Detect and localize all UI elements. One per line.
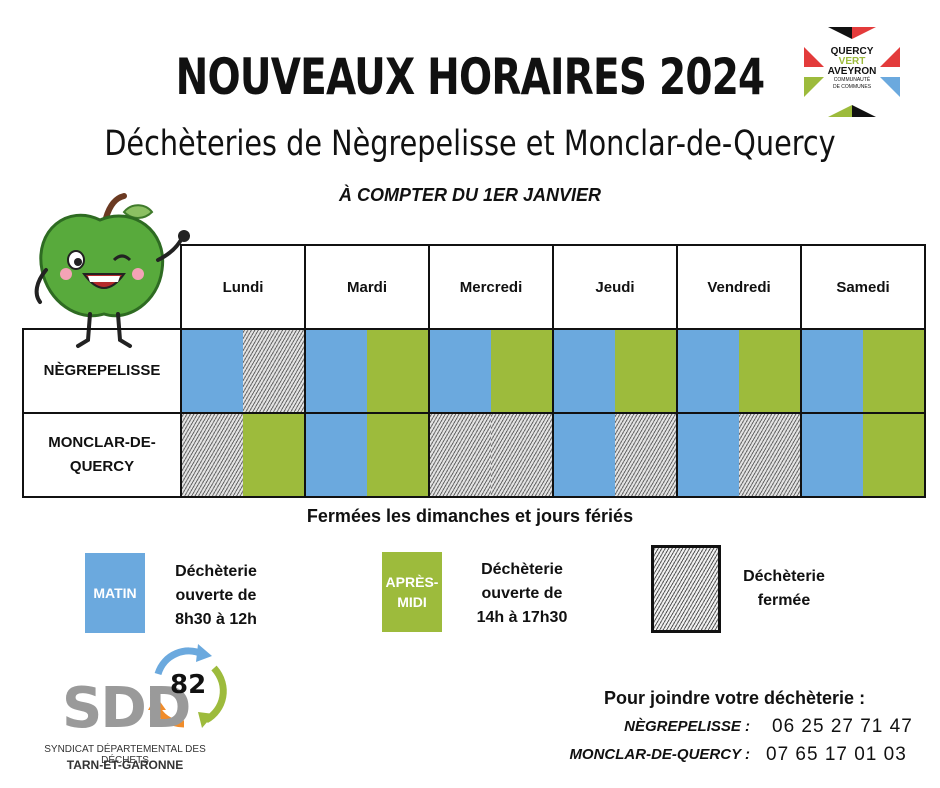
slot-afternoon [491,414,552,496]
day-header: Lundi [180,244,306,330]
day-header: Vendredi [676,244,802,330]
day-header: Mardi [304,244,430,330]
slot-cell [800,412,926,498]
slot-afternoon [367,414,428,496]
day-header: Samedi [800,244,926,330]
slot-morning [306,414,367,496]
contact-label: MONCLAR-DE-QUERCY : [569,746,750,763]
schedule-row-monclar: MONCLAR-DE- QUERCY [22,412,926,498]
schedule-table: Lundi Mardi Mercredi Jeudi Vendredi Same… [22,244,926,498]
slot-afternoon [491,330,552,412]
legend-line: fermée [757,592,811,609]
page-title: NOUVEAUX HORAIRES 2024 [175,48,766,106]
qva-logo-line: VERT [838,56,866,67]
slot-morning [430,414,491,496]
qva-logo-line: DE COMMUNES [832,84,872,90]
legend-line: ouverte de [175,587,257,604]
slot-morning [554,330,615,412]
slot-afternoon [367,330,428,412]
schedule-header-row: Lundi Mardi Mercredi Jeudi Vendredi Same… [23,244,926,330]
slot-cell [676,328,802,414]
slot-morning [678,414,739,496]
legend-line: Déchèterie [743,568,825,585]
legend-line: Déchèterie [481,561,563,578]
legend-line: 14h à 17h30 [476,609,568,626]
slot-morning [802,330,863,412]
slot-morning [182,330,243,412]
slot-afternoon [615,414,676,496]
closed-days-note: Fermées les dimanches et jours fériés [306,506,634,526]
sdd-mark: SDD [62,676,191,741]
contact-phone: 06 25 27 71 47 [772,716,913,737]
row-label: MONCLAR-DE- QUERCY [22,412,182,498]
sdd82-logo: SDD 82 SYNDICAT DÉPARTEMENTAL DES DÉCHET… [20,640,230,775]
legend-afternoon-swatch: APRÈS- MIDI [382,552,442,632]
row-label: NÈGREPELISSE [22,328,182,414]
sdd-number: 82 [170,670,207,700]
sdd-line1: SYNDICAT DÉPARTEMENTAL DES DÉCHETS [44,744,206,766]
effective-date: À COMPTER DU 1ER JANVIER [338,185,602,205]
legend-line: 8h30 à 12h [175,611,257,628]
legend-swatch-label: MIDI [397,594,427,610]
legend-morning-swatch: MATIN [85,553,145,633]
row-label-line: MONCLAR-DE- [48,434,156,451]
slot-morning [554,414,615,496]
slot-morning [678,330,739,412]
slot-cell [800,328,926,414]
day-header: Jeudi [552,244,678,330]
qva-logo-line: COMMUNAUTÉ [833,77,871,83]
legend-line: ouverte de [481,585,563,602]
legend-morning-text: Déchèterie ouverte de 8h30 à 12h [160,560,272,632]
legend-closed-swatch [651,545,721,633]
slot-afternoon [739,330,800,412]
sdd-line2: TARN-ET-GARONNE [66,758,184,772]
qva-logo-line: AVEYRON [827,66,877,77]
slot-cell [304,328,430,414]
slot-morning [182,414,243,496]
day-header: Mercredi [428,244,554,330]
slot-cell [180,328,306,414]
qva-logo-line: QUERCY [830,46,874,57]
schedule-corner [23,245,181,329]
qva-logo-icon [804,27,900,117]
contact-phone: 07 65 17 01 03 [766,744,907,765]
legend-swatch-label: APRÈS- [385,574,439,590]
legend-closed-text: Déchèterie fermée [740,565,828,613]
slot-cell [180,412,306,498]
slot-cell [552,412,678,498]
page-subtitle: Déchèteries de Nègrepelisse et Monclar-d… [104,124,836,164]
row-label-line: QUERCY [69,458,135,475]
legend-afternoon-text: Déchèterie ouverte de 14h à 17h30 [460,558,584,630]
qva-logo: QUERCY VERT AVEYRON COMMUNAUTÉ DE COMMUN… [804,27,900,117]
slot-morning [430,330,491,412]
slot-afternoon [615,330,676,412]
slot-morning [802,414,863,496]
slot-morning [306,330,367,412]
slot-afternoon [243,414,304,496]
recycle-arrows-icon [148,644,227,728]
slot-cell [428,328,554,414]
slot-cell [676,412,802,498]
slot-afternoon [863,330,924,412]
slot-afternoon [243,330,304,412]
slot-cell [304,412,430,498]
slot-afternoon [739,414,800,496]
contact-title: Pour joindre votre déchèterie : [604,688,866,708]
slot-cell [428,412,554,498]
contact-label: NÈGREPELISSE : [624,718,750,735]
legend-line: Déchèterie [175,563,257,580]
schedule-row-negrepelisse: NÈGREPELISSE [22,328,926,414]
slot-cell [552,328,678,414]
slot-afternoon [863,414,924,496]
